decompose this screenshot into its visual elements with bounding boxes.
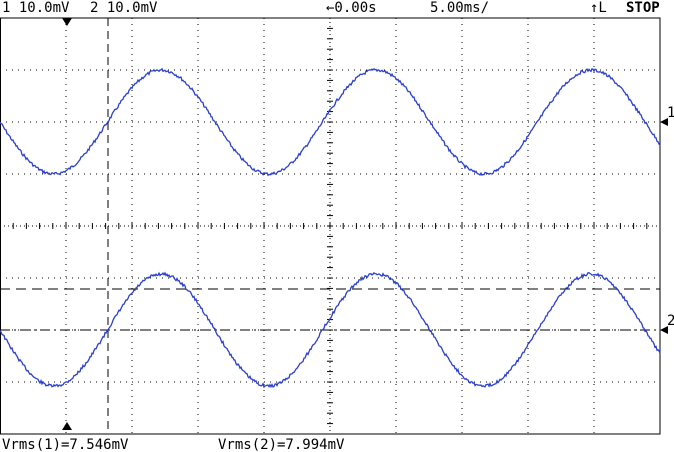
ch2-level [660,326,668,334]
status: STOP [626,0,660,16]
trigger: ↑L [590,0,607,16]
measurement: Vrms(2)=7.994mV [218,437,345,452]
ch1-marker: 1 [667,105,674,121]
timebase: 5.00ms/ [430,0,489,16]
graticule [0,17,661,435]
waveform [0,67,661,177]
time-offset: ←0.00s [326,0,377,16]
trigger-position [62,422,72,430]
waveform [0,271,661,389]
trigger-position [62,18,72,26]
ch1-scale: 1 10.0mV [2,0,70,16]
ch2-marker: 2 [667,313,674,329]
measurement: Vrms(1)=7.546mV [2,437,129,452]
ch1-level [660,118,668,126]
ch2-scale: 2 10.0mV [90,0,158,16]
